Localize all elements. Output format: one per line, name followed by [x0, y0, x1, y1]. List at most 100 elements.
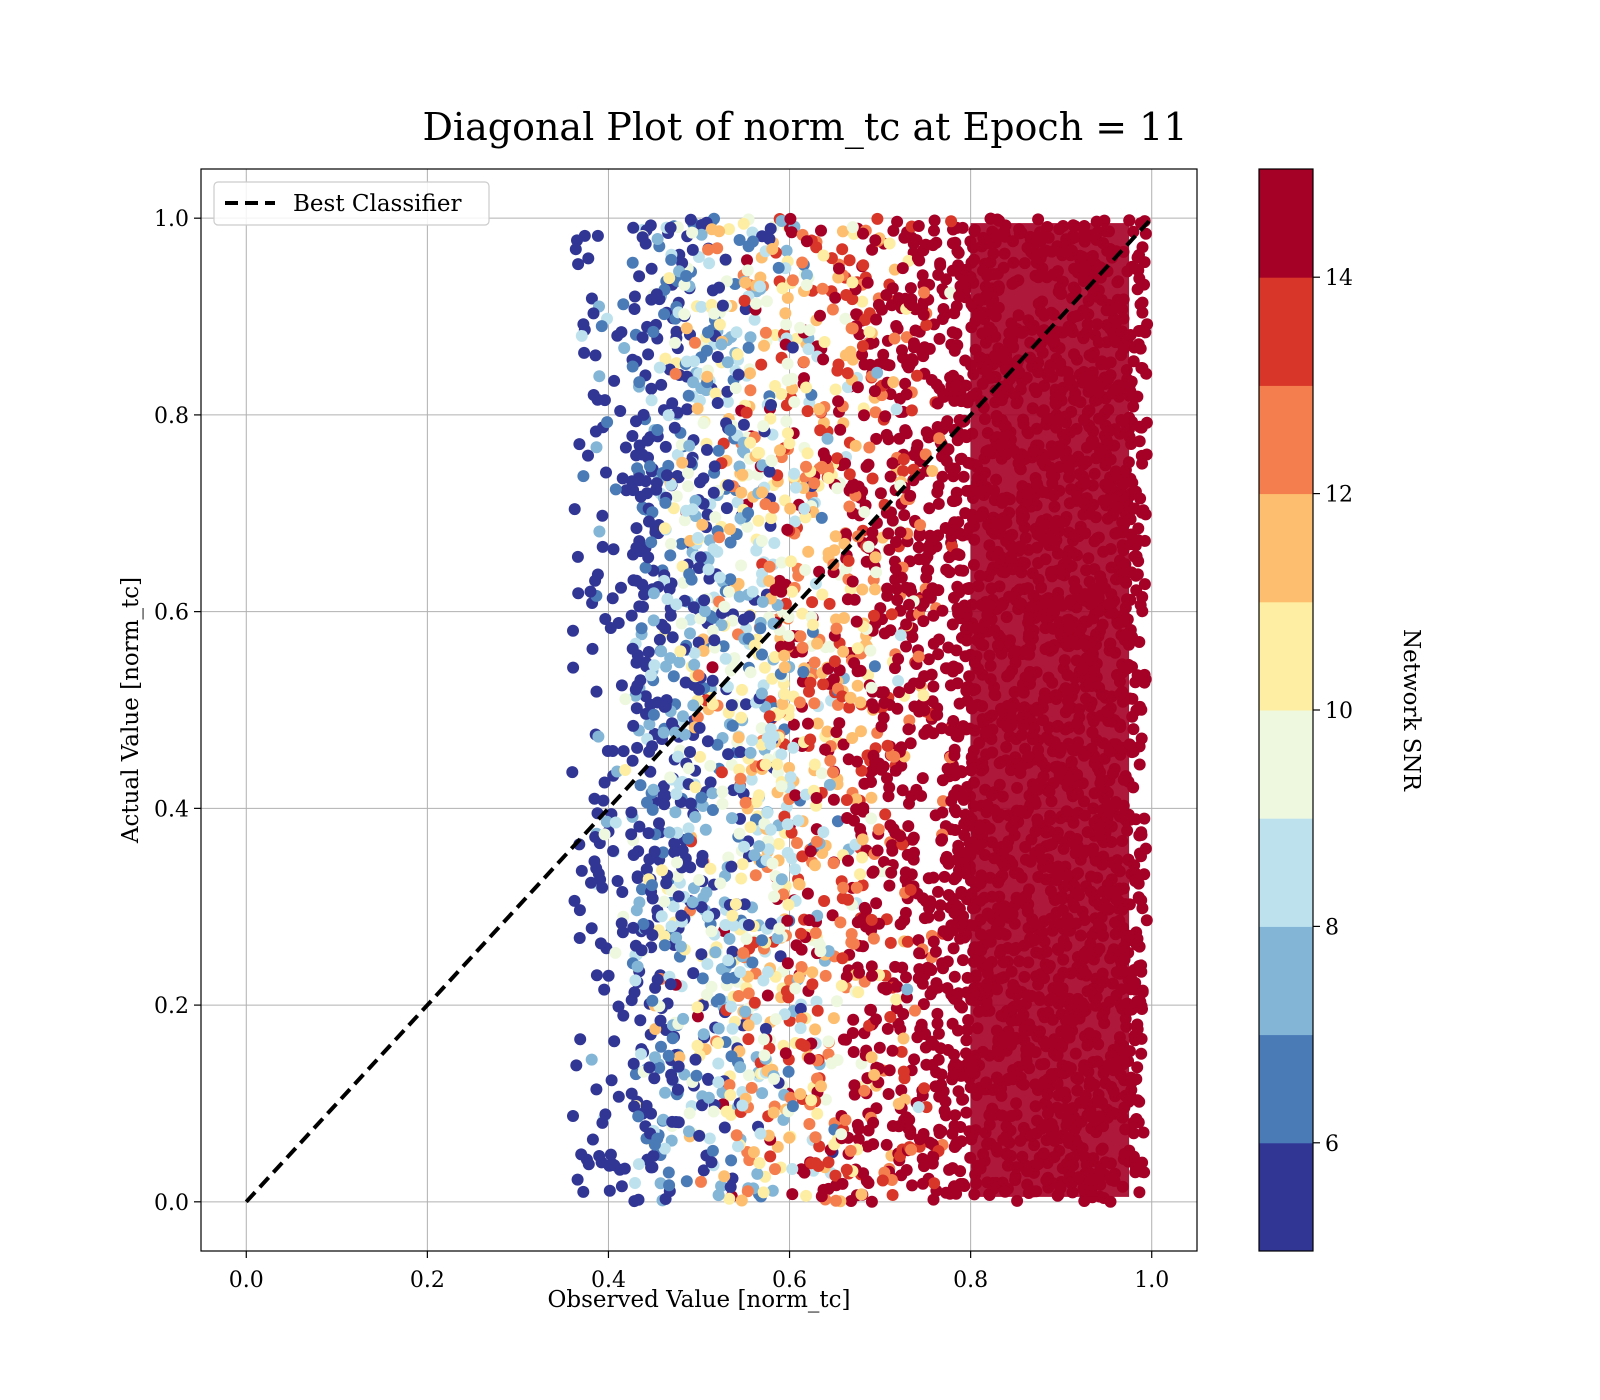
- scatter-point: [582, 1158, 595, 1171]
- scatter-point: [784, 502, 797, 515]
- scatter-point: [655, 1040, 667, 1053]
- scatter-point: [889, 562, 902, 575]
- scatter-point: [781, 374, 794, 387]
- scatter-point: [1047, 1151, 1060, 1164]
- scatter-point: [859, 313, 872, 326]
- scatter-point: [1036, 346, 1049, 359]
- scatter-point: [751, 446, 764, 459]
- scatter-point: [1123, 214, 1136, 227]
- scatter-point: [640, 863, 653, 876]
- scatter-point: [1127, 400, 1140, 413]
- scatter-point: [950, 871, 963, 884]
- scatter-point: [1021, 905, 1034, 918]
- scatter-point: [1015, 871, 1028, 884]
- scatter-point: [886, 457, 899, 470]
- scatter-point: [926, 695, 939, 708]
- scatter-point: [754, 1127, 767, 1140]
- scatter-point: [1104, 322, 1117, 335]
- scatter-point: [852, 1133, 865, 1146]
- scatter-point: [750, 297, 762, 310]
- scatter-point: [975, 509, 988, 522]
- scatter-point: [740, 698, 752, 711]
- scatter-point: [704, 776, 717, 789]
- scatter-point: [632, 1110, 645, 1123]
- scatter-point: [1006, 563, 1019, 576]
- scatter-point: [1121, 824, 1134, 837]
- scatter-point: [872, 298, 885, 311]
- scatter-point: [661, 593, 674, 605]
- scatter-point: [926, 1059, 939, 1071]
- scatter-point: [822, 1156, 835, 1169]
- scatter-point: [993, 552, 1006, 565]
- scatter-point: [664, 221, 677, 234]
- scatter-point: [996, 599, 1009, 611]
- scatter-point: [1135, 703, 1148, 716]
- scatter-point: [972, 662, 984, 675]
- scatter-point: [971, 1022, 984, 1035]
- scatter-point: [584, 585, 597, 598]
- scatter-point: [585, 922, 598, 935]
- scatter-point: [761, 806, 774, 819]
- scatter-point: [575, 864, 588, 877]
- scatter-point: [595, 320, 608, 333]
- scatter-point: [990, 1024, 1003, 1037]
- scatter-point: [930, 708, 943, 721]
- scatter-point: [939, 853, 952, 866]
- scatter-point: [1079, 477, 1092, 490]
- scatter-point: [897, 465, 910, 477]
- scatter-point: [998, 900, 1011, 913]
- scatter-point: [1017, 719, 1030, 732]
- scatter-point: [977, 306, 990, 319]
- scatter-point: [1125, 375, 1138, 388]
- scatter-point: [692, 531, 704, 544]
- scatter-point: [646, 740, 659, 753]
- scatter-point: [1086, 250, 1099, 262]
- scatter-point: [646, 994, 659, 1007]
- scatter-point: [803, 324, 816, 337]
- scatter-point: [696, 518, 709, 531]
- scatter-point: [962, 1014, 975, 1026]
- scatter-point: [798, 1039, 811, 1052]
- scatter-point: [742, 919, 755, 931]
- scatter-point: [1104, 637, 1117, 650]
- scatter-point: [709, 946, 722, 959]
- scatter-point: [765, 399, 777, 411]
- scatter-point: [900, 581, 913, 594]
- scatter-point: [715, 766, 728, 779]
- scatter-point: [591, 393, 604, 406]
- scatter-point: [705, 925, 718, 938]
- scatter-point: [847, 1013, 860, 1026]
- scatter-point: [798, 372, 810, 385]
- scatter-point: [862, 540, 875, 553]
- scatter-point: [993, 916, 1006, 929]
- scatter-point: [706, 698, 719, 711]
- scatter-point: [772, 837, 785, 850]
- scatter-point: [643, 1061, 656, 1074]
- scatter-point: [715, 1180, 728, 1193]
- scatter-point: [599, 613, 612, 625]
- scatter-point: [1131, 1061, 1144, 1074]
- scatter-point: [627, 221, 640, 234]
- scatter-point: [913, 254, 926, 267]
- scatter-point: [1021, 1165, 1034, 1178]
- scatter-point: [972, 580, 985, 593]
- scatter-point: [1132, 522, 1145, 535]
- scatter-point: [775, 388, 788, 400]
- scatter-point: [940, 563, 953, 576]
- scatter-point: [1091, 1055, 1104, 1068]
- scatter-point: [678, 514, 691, 527]
- scatter-point: [1139, 227, 1152, 240]
- scatter-point: [646, 879, 658, 892]
- scatter-point: [916, 1177, 929, 1190]
- scatter-point: [642, 646, 655, 658]
- scatter-point: [868, 1068, 881, 1081]
- scatter-point: [839, 312, 852, 325]
- scatter-point: [629, 974, 642, 987]
- scatter-point: [1079, 527, 1092, 540]
- scatter-point: [573, 932, 586, 944]
- scatter-point: [847, 937, 860, 950]
- scatter-point: [1066, 546, 1079, 559]
- scatter-point: [711, 351, 724, 363]
- scatter-point: [666, 1032, 679, 1045]
- scatter-point: [643, 718, 656, 731]
